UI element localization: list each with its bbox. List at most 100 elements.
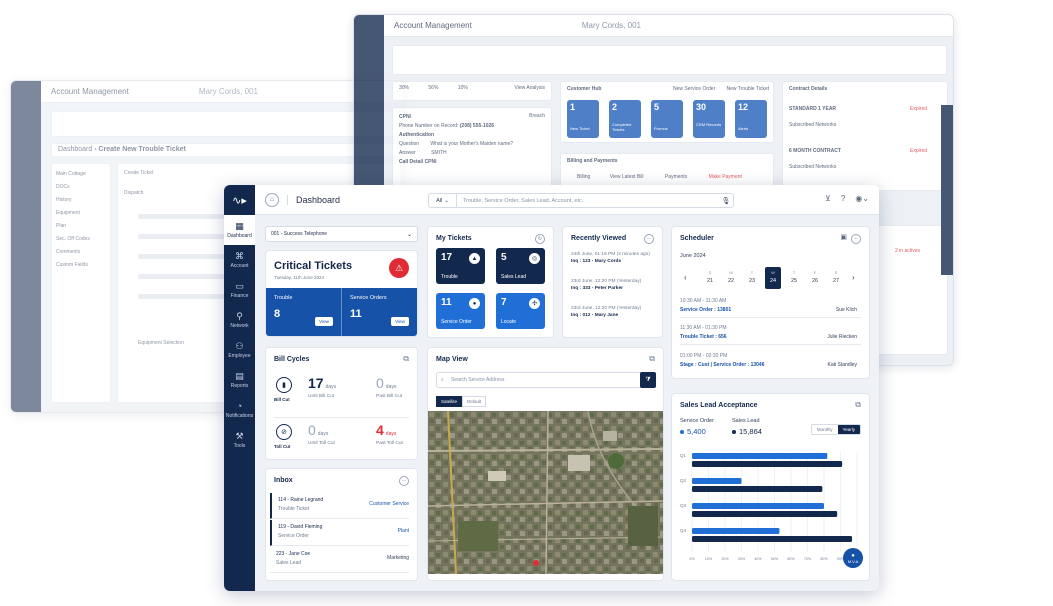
bar-sales-lead[interactable] (692, 511, 838, 517)
account-icon: ⌘ (235, 250, 244, 261)
microphone-icon[interactable]: 🎙 (721, 197, 731, 205)
bg-right-question-value: What is your Mother's Maiden name? (430, 141, 514, 147)
recent-item[interactable]: 23rd June, 12:20 PM (Yesterday) Inq : 333… (571, 279, 641, 291)
bar-service-order[interactable] (692, 478, 742, 484)
sidebar-item-employee[interactable]: ⚇ Employee (224, 335, 255, 365)
more-icon[interactable]: ⋯ (644, 234, 654, 244)
bar-service-order[interactable] (692, 503, 824, 509)
ticket-tile-locate[interactable]: 7 ✣ Locate (496, 293, 545, 329)
fire-icon: ▲ (469, 253, 480, 264)
inbox-item[interactable]: 114 - Raine Legrand Trouble Ticket Custome… (270, 493, 409, 519)
avatar[interactable]: ◉⌄ (855, 194, 869, 203)
appointment-item[interactable]: 10:30 AM - 11:30 AM Service Order : 13801… (680, 298, 861, 318)
inbox-icon[interactable]: ⊻ (825, 194, 831, 203)
view-service-orders-button[interactable]: View (391, 317, 409, 326)
tab-default[interactable]: Default (462, 396, 487, 407)
assistant-button[interactable]: ● M.V.A (843, 548, 863, 568)
bg-right-phone-value: (208) 555-1026 (459, 123, 495, 129)
day-cell[interactable]: S 27 (828, 267, 844, 289)
satellite-map[interactable] (428, 411, 664, 574)
tab-satellite[interactable]: Satellite (436, 396, 463, 407)
inbox-type: Sales Lead (276, 560, 302, 566)
sidebar-item-network[interactable]: ⚲ Network (224, 305, 255, 335)
day-number: 24 (769, 278, 777, 284)
day-cell[interactable]: M 22 (723, 267, 739, 289)
bg-right-new-trouble-ticket: New Trouble Ticket (726, 86, 769, 92)
bg-left-topbar: Account Management Mary Cords, 001 (41, 81, 404, 103)
search-scope-select[interactable]: All ⌄ (429, 194, 457, 207)
bar-service-order[interactable] (692, 453, 828, 459)
day-cell-selected[interactable]: W 24 (765, 267, 781, 289)
appointment-item[interactable]: 01:00 PM - 02:30 PM Stage : Cust | Servic… (680, 353, 861, 372)
recent-item[interactable]: 24th June, 01:16 PM (2 minutes ago) Inq :… (571, 252, 650, 264)
sidebar-item-notifications[interactable]: ◔ Notifications (224, 395, 255, 425)
drop-icon: ● (469, 298, 480, 309)
sidebar-item-dashboard[interactable]: ▦ Dashboard (224, 215, 255, 245)
day-cell[interactable]: S 21 (702, 267, 718, 289)
ticket-tile-trouble[interactable]: 17 ▲ Trouble (436, 248, 485, 284)
home-icon[interactable]: ⌂ (265, 192, 279, 207)
sidebar-item-account[interactable]: ⌘ Account (224, 245, 255, 275)
toggle-yearly[interactable]: Yearly (837, 425, 860, 434)
ticket-tile-sales-lead[interactable]: 5 ◎ Sales Lead (496, 248, 545, 284)
day-number: 26 (811, 278, 819, 284)
bar-sales-lead[interactable] (692, 461, 843, 467)
critical-tickets-stats: Trouble 8 View Service Orders 11 View (266, 288, 417, 336)
network-icon: ⚲ (236, 310, 243, 321)
recent-item-text: Inq : 123 - Mary Cords (571, 259, 622, 264)
day-cell[interactable]: T 23 (744, 267, 760, 289)
logo-icon: ∿▸ (232, 194, 247, 207)
appointment-item[interactable]: 11:30 AM - 01:30 PM Trouble Ticket : 656 J… (680, 325, 861, 345)
bg-right-make-payment: Make Payment (708, 174, 742, 180)
inbox-item[interactable]: 119 - David Fleming Service Order Plant (270, 520, 409, 546)
view-trouble-button[interactable]: View (315, 317, 333, 326)
sidebar-item-finance[interactable]: ▭ Finance (224, 275, 255, 305)
help-icon[interactable]: ? (840, 194, 846, 203)
critical-trouble-label: Trouble (274, 295, 293, 301)
external-link-icon[interactable]: ⧉ (403, 354, 409, 363)
bar-sales-lead[interactable] (692, 536, 853, 542)
share-icon: ✣ (529, 298, 540, 309)
scheduler-month: June 2024 (680, 253, 706, 259)
inbox-item[interactable]: 223 - Jane Coe Sales Lead Marketing (270, 547, 409, 573)
recently-viewed-title: Recently Viewed (571, 235, 627, 242)
sales-lead-value: 15,864 (739, 427, 762, 436)
sidebar-item-reports[interactable]: ▤ Reports (224, 365, 255, 395)
search-input[interactable]: Trouble, Service Order, Sales Lead, Acco… (463, 197, 584, 204)
toggle-monthly[interactable]: Monthly (816, 427, 833, 432)
day-cell[interactable]: T 25 (786, 267, 802, 289)
day-cell[interactable]: F 26 (807, 267, 823, 289)
appointment-name: Trouble Ticket : 656 (680, 334, 727, 340)
bg-right-hub-num: 1 (570, 102, 576, 112)
map-search-input[interactable]: ⌕ Search Service Address (436, 372, 654, 388)
sidebar-item-label: Notifications (225, 412, 254, 419)
inbox-type: Service Order (278, 533, 309, 539)
chevron-down-icon: ⌄ (406, 231, 412, 238)
external-link-icon[interactable]: ⧉ (855, 400, 861, 409)
day-name: T (750, 270, 754, 275)
refresh-icon[interactable]: ↻ (535, 234, 545, 244)
bg-left-list-item: Plan (56, 223, 67, 229)
recent-item-time: 23rd June, 12:20 PM (Yesterday) (571, 306, 642, 311)
category-label: Q2 (680, 478, 687, 483)
calendar-icon[interactable]: ▣ (840, 234, 847, 241)
sidebar-item-tools[interactable]: ⚒ Tools (224, 425, 255, 455)
more-icon[interactable]: ⋯ (851, 234, 861, 244)
chevron-right-icon[interactable]: › (852, 273, 855, 282)
more-icon[interactable]: ⋯ (399, 476, 409, 486)
ticket-tile-service-order[interactable]: 11 ● Service Order (436, 293, 485, 329)
bg-left-list-item: Main Cottage (56, 171, 86, 177)
scheduler-card: Scheduler ⋯ ▣ June 2024 ‹ S 21 M 22 T 23 W 2… (671, 226, 870, 379)
recent-item[interactable]: 23rd June, 12:20 PM (Yesterday) Inq : 012… (571, 306, 641, 318)
chevron-left-icon[interactable]: ‹ (684, 273, 687, 282)
bar-service-order[interactable] (692, 528, 780, 534)
company-select[interactable]: 001 - Success Telephone ⌄ (265, 226, 418, 242)
external-link-icon[interactable]: ⧉ (649, 354, 655, 363)
sales-lead-stat: Sales Lead 15,864 (732, 418, 762, 436)
chat-icon: ● (851, 552, 855, 559)
x-tick-label: 70% (804, 557, 812, 561)
bg-right-contract-sub: Subscribed Networks (789, 164, 837, 170)
topbar-actions: ⊻ ? ◉⌄ (825, 194, 869, 203)
filter-icon[interactable]: ⧩ (640, 372, 656, 388)
bar-sales-lead[interactable] (692, 486, 823, 492)
